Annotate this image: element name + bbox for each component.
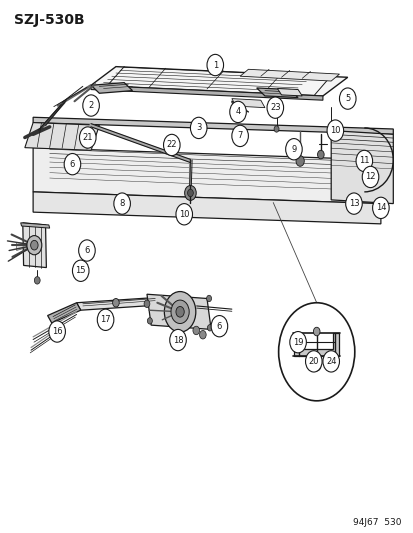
Circle shape [305, 351, 321, 372]
Circle shape [326, 120, 343, 141]
Circle shape [78, 240, 95, 261]
Circle shape [114, 193, 130, 214]
Circle shape [83, 95, 99, 116]
Circle shape [34, 277, 40, 284]
Text: SZJ-530B: SZJ-530B [14, 13, 85, 27]
Circle shape [211, 316, 227, 337]
Text: 10: 10 [178, 210, 189, 219]
Circle shape [295, 156, 304, 166]
Polygon shape [21, 223, 50, 228]
Polygon shape [256, 88, 297, 98]
Text: 14: 14 [375, 204, 385, 212]
Polygon shape [17, 243, 34, 251]
Circle shape [72, 260, 89, 281]
Text: 18: 18 [172, 336, 183, 344]
Polygon shape [91, 85, 322, 100]
Text: 6: 6 [216, 322, 221, 330]
Circle shape [184, 185, 196, 200]
Circle shape [79, 127, 96, 148]
Polygon shape [240, 69, 339, 81]
Text: 17: 17 [100, 316, 111, 324]
Polygon shape [33, 117, 392, 134]
Circle shape [317, 150, 323, 159]
Circle shape [112, 298, 119, 307]
Text: 19: 19 [292, 338, 303, 346]
Text: 10: 10 [329, 126, 340, 135]
Text: 8: 8 [119, 199, 124, 208]
Circle shape [27, 236, 42, 255]
Polygon shape [25, 123, 99, 150]
Circle shape [192, 326, 199, 335]
Circle shape [312, 360, 320, 371]
Polygon shape [91, 83, 132, 93]
Circle shape [206, 54, 223, 76]
Text: 24: 24 [325, 357, 336, 366]
Text: 21: 21 [82, 133, 93, 142]
Circle shape [144, 300, 150, 308]
Circle shape [339, 88, 355, 109]
Text: 5: 5 [344, 94, 349, 103]
Circle shape [164, 292, 195, 332]
Circle shape [207, 325, 212, 331]
Text: 20: 20 [308, 357, 318, 366]
Text: 7: 7 [237, 132, 242, 140]
Text: 6: 6 [84, 246, 89, 255]
Circle shape [31, 240, 38, 250]
Circle shape [285, 139, 301, 160]
Polygon shape [76, 297, 161, 310]
Circle shape [206, 295, 211, 302]
Circle shape [266, 97, 283, 118]
Polygon shape [47, 303, 81, 323]
Circle shape [190, 117, 206, 139]
Text: 2: 2 [88, 101, 93, 110]
Text: 3: 3 [196, 124, 201, 132]
Text: 15: 15 [75, 266, 86, 275]
Circle shape [169, 329, 186, 351]
Circle shape [372, 197, 388, 219]
Polygon shape [33, 148, 380, 204]
Text: 6: 6 [70, 160, 75, 168]
Circle shape [163, 134, 180, 156]
Text: 4: 4 [235, 108, 240, 116]
Polygon shape [330, 131, 392, 204]
Text: 23: 23 [269, 103, 280, 112]
Circle shape [176, 306, 184, 317]
Circle shape [49, 321, 65, 342]
Circle shape [361, 166, 378, 188]
Text: 22: 22 [166, 141, 177, 149]
Circle shape [171, 300, 189, 324]
Circle shape [289, 332, 306, 353]
Text: 12: 12 [364, 173, 375, 181]
Circle shape [64, 154, 81, 175]
Circle shape [345, 193, 361, 214]
Polygon shape [277, 88, 301, 96]
Circle shape [199, 330, 206, 339]
Circle shape [229, 101, 246, 123]
Circle shape [97, 309, 114, 330]
Polygon shape [91, 67, 347, 96]
Text: 9: 9 [291, 145, 296, 154]
Polygon shape [231, 99, 264, 108]
Circle shape [355, 150, 372, 172]
Polygon shape [147, 294, 211, 329]
Circle shape [313, 327, 319, 336]
Text: 16: 16 [52, 327, 62, 336]
Circle shape [231, 125, 248, 147]
Text: 13: 13 [348, 199, 358, 208]
Circle shape [176, 204, 192, 225]
Polygon shape [23, 223, 46, 268]
Circle shape [328, 125, 332, 131]
Circle shape [278, 303, 354, 401]
Circle shape [147, 318, 152, 324]
Text: 11: 11 [358, 157, 369, 165]
Circle shape [322, 351, 339, 372]
Polygon shape [293, 333, 339, 356]
Polygon shape [33, 192, 380, 224]
Text: 1: 1 [212, 61, 217, 69]
Circle shape [187, 189, 193, 197]
Text: 94J67  530: 94J67 530 [352, 518, 401, 527]
Circle shape [273, 126, 278, 132]
